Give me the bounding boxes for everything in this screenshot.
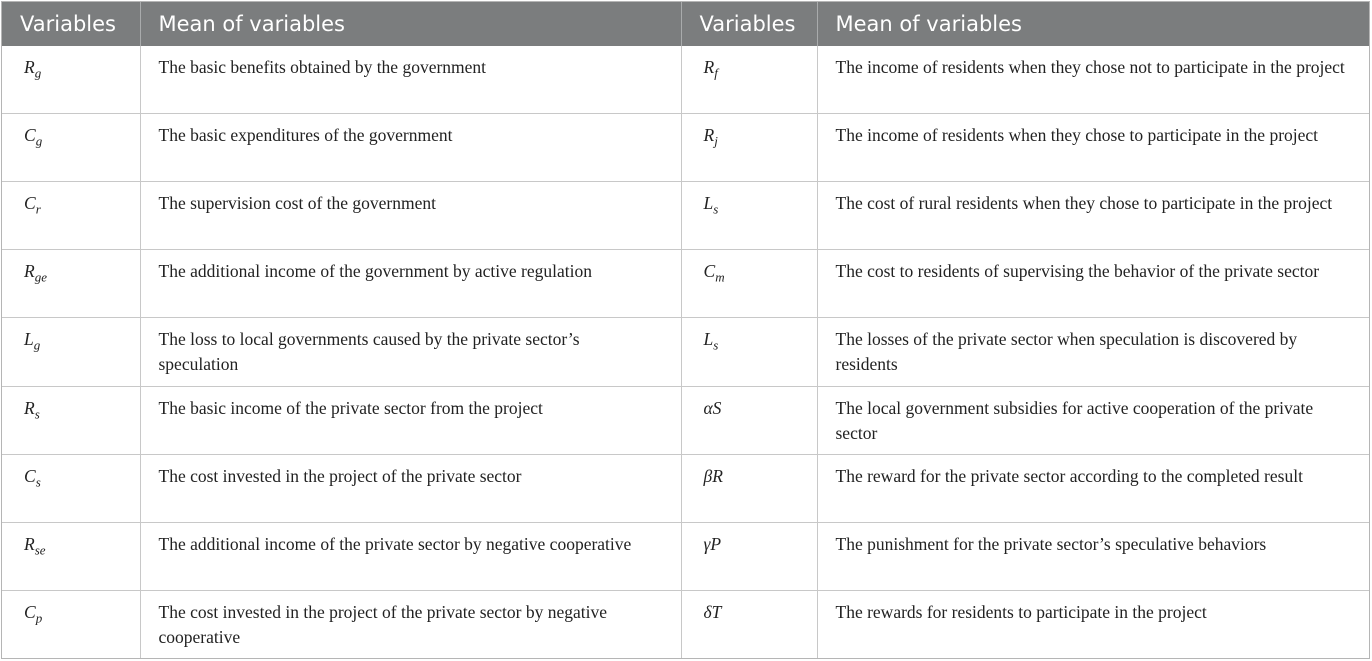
- variable-meaning: The cost of rural residents when they ch…: [817, 181, 1369, 251]
- variable-symbol: Ls: [681, 317, 818, 387]
- variable-symbol: Cp: [2, 590, 141, 658]
- header-mean-2: Mean of variables: [817, 2, 1369, 46]
- variable-meaning: The supervision cost of the government: [140, 181, 682, 251]
- variable-symbol: Cm: [681, 249, 818, 319]
- variable-meaning: The basic expenditures of the government: [140, 113, 682, 183]
- variable-meaning: The local government subsidies for activ…: [817, 386, 1369, 455]
- variable-symbol: Lg: [2, 317, 141, 387]
- variable-meaning: The additional income of the government …: [140, 249, 682, 319]
- variable-meaning: The basic income of the private sector f…: [140, 386, 682, 455]
- variable-symbol: Rs: [2, 386, 141, 455]
- variable-symbol: δT: [681, 590, 818, 658]
- variable-meaning: The rewards for residents to participate…: [835, 601, 1207, 622]
- table-row: Rs The basic income of the private secto…: [2, 386, 1369, 455]
- variable-meaning: The punishment for the private sector’s …: [817, 522, 1369, 591]
- variable-meaning: The losses of the private sector when sp…: [817, 317, 1369, 387]
- table-row: Rg The basic benefits obtained by the go…: [2, 46, 1369, 115]
- table-row: Cg The basic expenditures of the governm…: [2, 113, 1369, 183]
- variable-meaning: The basic benefits obtained by the gover…: [140, 46, 682, 115]
- variable-symbol: αS: [681, 386, 818, 455]
- variable-meaning: The income of residents when they chose …: [817, 113, 1369, 183]
- variable-symbol: Cs: [2, 454, 141, 523]
- variable-symbol: Cg: [2, 113, 141, 183]
- variable-symbol: Rg: [2, 46, 141, 115]
- table-row: Rse The additional income of the private…: [2, 522, 1369, 591]
- table-row: Cp The cost invested in the project of t…: [2, 590, 1369, 658]
- header-row: Variables Mean of variables Variables Me…: [2, 2, 1369, 46]
- header-mean-1: Mean of variables: [140, 2, 682, 46]
- variable-meaning: The reward for the private sector accord…: [817, 454, 1369, 523]
- variable-meaning: The cost invested in the project of the …: [140, 590, 682, 658]
- variable-symbol: Ls: [681, 181, 818, 251]
- variable-symbol: Rse: [2, 522, 141, 591]
- variable-meaning: The income of residents when they chose …: [817, 46, 1369, 115]
- variable-meaning: The additional income of the private sec…: [140, 522, 682, 591]
- variable-symbol: Rf: [681, 46, 818, 115]
- variable-meaning: The loss to local governments caused by …: [140, 317, 682, 387]
- variable-symbol: Rj: [681, 113, 818, 183]
- table-row: Rge The additional income of the governm…: [2, 249, 1369, 319]
- variable-meaning: The cost invested in the project of the …: [140, 454, 682, 523]
- table-row: Lg The loss to local governments caused …: [2, 317, 1369, 387]
- variable-symbol: Cr: [2, 181, 141, 251]
- variable-symbol: Rge: [2, 249, 141, 319]
- variable-meaning: The cost to residents of supervising the…: [817, 249, 1369, 319]
- header-variables-1: Variables: [2, 2, 141, 46]
- table-row: Cr The supervision cost of the governmen…: [2, 181, 1369, 251]
- header-variables-2: Variables: [681, 2, 818, 46]
- variable-symbol: βR: [681, 454, 818, 523]
- variable-symbol: γP: [681, 522, 818, 591]
- table-row: Cs The cost invested in the project of t…: [2, 454, 1369, 523]
